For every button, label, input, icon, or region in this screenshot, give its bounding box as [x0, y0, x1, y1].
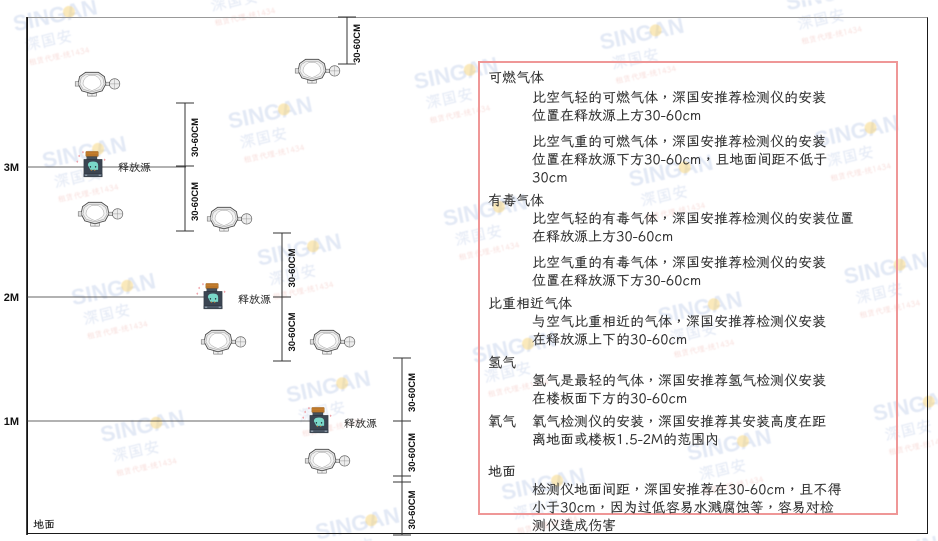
svg-text:2M: 2M: [4, 292, 19, 304]
svg-text:30-60CM: 30-60CM: [407, 433, 418, 472]
svg-text:30-60CM: 30-60CM: [190, 182, 201, 221]
svg-text:释放源: 释放源: [344, 417, 377, 431]
svg-text:地面: 地面: [33, 518, 55, 532]
svg-text:30-60CM: 30-60CM: [407, 373, 418, 412]
svg-text:释放源: 释放源: [238, 293, 271, 307]
svg-text:30-60CM: 30-60CM: [407, 490, 418, 529]
svg-text:30-60CM: 30-60CM: [287, 312, 298, 351]
svg-text:30-60CM: 30-60CM: [352, 24, 363, 63]
svg-text:30-60CM: 30-60CM: [190, 118, 201, 157]
svg-text:30-60CM: 30-60CM: [287, 248, 298, 287]
svg-text:1M: 1M: [4, 416, 19, 428]
svg-text:3M: 3M: [4, 162, 19, 174]
svg-text:释放源: 释放源: [118, 161, 151, 175]
